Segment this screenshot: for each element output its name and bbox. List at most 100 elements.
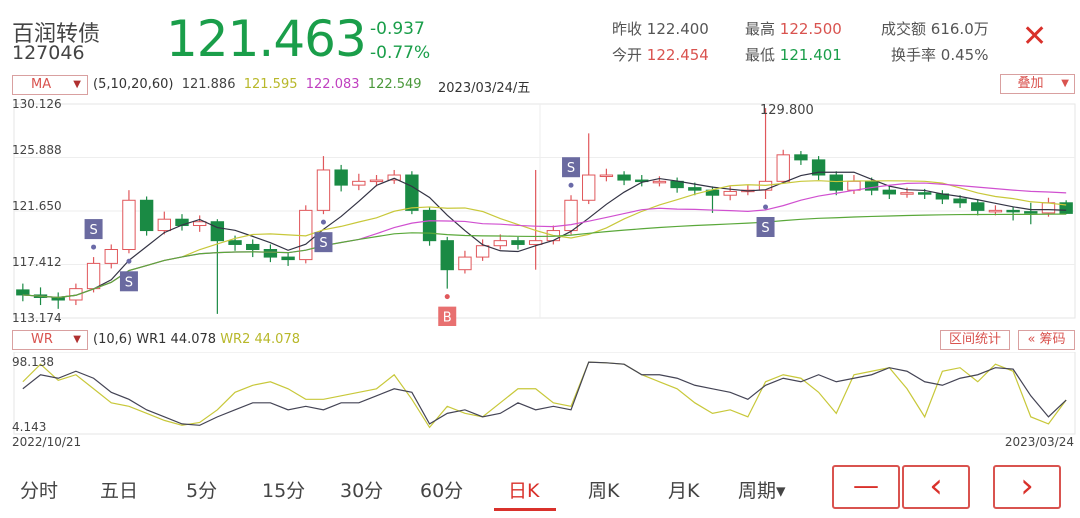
next-button[interactable]: › xyxy=(993,465,1061,509)
stat-value: 122.500 xyxy=(779,20,842,38)
candle-body xyxy=(599,174,614,178)
signal-S-marker xyxy=(314,232,333,253)
wr-chart xyxy=(13,352,1076,435)
candle-body xyxy=(617,174,631,181)
price-axis-label: 117.412 xyxy=(12,255,62,269)
overlay-label: 叠加 xyxy=(1017,76,1044,91)
wr-indicator-select[interactable]: WR ▼ xyxy=(12,330,88,350)
price-axis-label: 121.650 xyxy=(12,199,62,213)
wr-axis-max: 98.138 xyxy=(12,355,54,369)
stat-item: 昨收 122.400 xyxy=(612,18,709,39)
prev-button[interactable]: ‹ xyxy=(902,465,970,509)
stat-item: 成交额 616.0万 xyxy=(881,18,989,39)
wr1-label: WR1 xyxy=(136,332,167,347)
candle-body xyxy=(139,199,154,232)
change-value: -0.937 xyxy=(370,19,425,39)
candle-body xyxy=(16,289,30,296)
change-percent: -0.77% xyxy=(370,43,431,63)
candle-body xyxy=(281,256,295,261)
candle-body xyxy=(847,180,861,191)
ma5-value: 121.886 xyxy=(181,77,236,92)
bond-name: 百润转债 xyxy=(12,22,101,47)
candle-body xyxy=(405,174,419,211)
candle-body xyxy=(511,240,525,245)
signal-dot xyxy=(568,182,574,188)
signal-dot xyxy=(763,204,769,210)
chips-button[interactable]: « 筹码 xyxy=(1018,330,1075,350)
candle-body xyxy=(369,179,384,183)
stat-label: 昨收 xyxy=(612,20,643,38)
tab-4[interactable]: 30分 xyxy=(340,480,384,502)
high-annotation: 129.800 xyxy=(760,103,814,118)
candle-body xyxy=(263,249,278,258)
candlestick-chart[interactable]: S S S B S S xyxy=(0,96,1080,326)
close-x-icon[interactable]: ✕ xyxy=(1022,19,1048,54)
candle-body xyxy=(794,154,808,161)
ma-label: MA xyxy=(31,77,52,92)
price-axis-label: 125.888 xyxy=(12,143,62,157)
candle-body xyxy=(528,240,543,245)
ma60-line xyxy=(22,213,1067,299)
candle-body xyxy=(988,209,1003,213)
tab-6[interactable]: 日K xyxy=(508,480,540,502)
signal-S-label: S xyxy=(125,275,133,290)
stat-label: 最低 xyxy=(745,46,776,64)
tab-1[interactable]: 五日 xyxy=(100,480,139,502)
tab-0[interactable]: 分时 xyxy=(20,480,59,502)
candle-body xyxy=(352,180,366,186)
signal-dot xyxy=(444,294,450,300)
signal-S-label: S xyxy=(761,221,769,236)
candle-body xyxy=(1006,209,1020,213)
signal-B-label: B xyxy=(443,311,452,326)
candle-body xyxy=(776,154,790,182)
stat-value: 121.401 xyxy=(779,46,842,64)
tab-8[interactable]: 月K xyxy=(668,480,700,502)
dropdown-caret-icon: ▼ xyxy=(73,79,81,90)
stat-label: 换手率 xyxy=(891,46,937,64)
ma60-value: 122.549 xyxy=(367,77,422,92)
ma20-line xyxy=(22,182,1067,299)
signal-S-label: S xyxy=(319,236,327,251)
candle-body xyxy=(210,221,225,242)
candle-body xyxy=(582,174,596,201)
tab-2[interactable]: 5分 xyxy=(186,480,218,502)
wr2-label: WR2 xyxy=(220,332,251,347)
range-stats-button[interactable]: 区间统计 xyxy=(940,330,1010,350)
candle-body xyxy=(1059,202,1073,214)
zoom-out-button[interactable]: — xyxy=(832,465,900,509)
ma10-value: 121.595 xyxy=(243,77,298,92)
signal-S-marker xyxy=(756,217,775,238)
ma-indicator-select[interactable]: MA ▼ xyxy=(12,75,88,95)
signal-S-marker xyxy=(119,271,138,292)
signal-S-label: S xyxy=(89,223,97,238)
candle-body xyxy=(334,169,348,186)
candle-body xyxy=(246,243,260,251)
stat-label: 最高 xyxy=(745,20,776,38)
wr1-line xyxy=(22,361,1067,426)
candle-body xyxy=(918,192,932,195)
wr-params: (10,6) xyxy=(93,332,133,347)
stat-item: 换手率 0.45% xyxy=(891,44,988,65)
candle-body xyxy=(652,180,667,184)
stat-value: 616.0万 xyxy=(930,20,989,38)
candle-body xyxy=(86,262,101,290)
candle-body xyxy=(192,221,207,227)
tab-9[interactable]: 周期▾ xyxy=(738,480,786,502)
price-axis-max: 130.126 xyxy=(12,97,62,111)
tab-3[interactable]: 15分 xyxy=(262,480,306,502)
candle-body xyxy=(157,218,171,232)
stat-value: 0.45% xyxy=(940,46,989,64)
tab-7[interactable]: 周K xyxy=(588,480,620,502)
wr-axis-min: 4.143 xyxy=(12,420,47,434)
start-date: 2022/10/21 xyxy=(12,435,82,449)
candle-body xyxy=(422,209,437,242)
ma20-value: 122.083 xyxy=(305,77,360,92)
stat-value: 122.454 xyxy=(646,46,709,64)
tab-5[interactable]: 60分 xyxy=(420,480,464,502)
candle-body xyxy=(723,190,737,196)
overlay-select[interactable]: 叠加 ▼ xyxy=(1000,74,1075,94)
signal-B-marker xyxy=(438,306,457,326)
active-tab-underline xyxy=(494,508,556,511)
stat-item: 最低 121.401 xyxy=(745,44,842,65)
ma5-line xyxy=(22,171,1067,299)
